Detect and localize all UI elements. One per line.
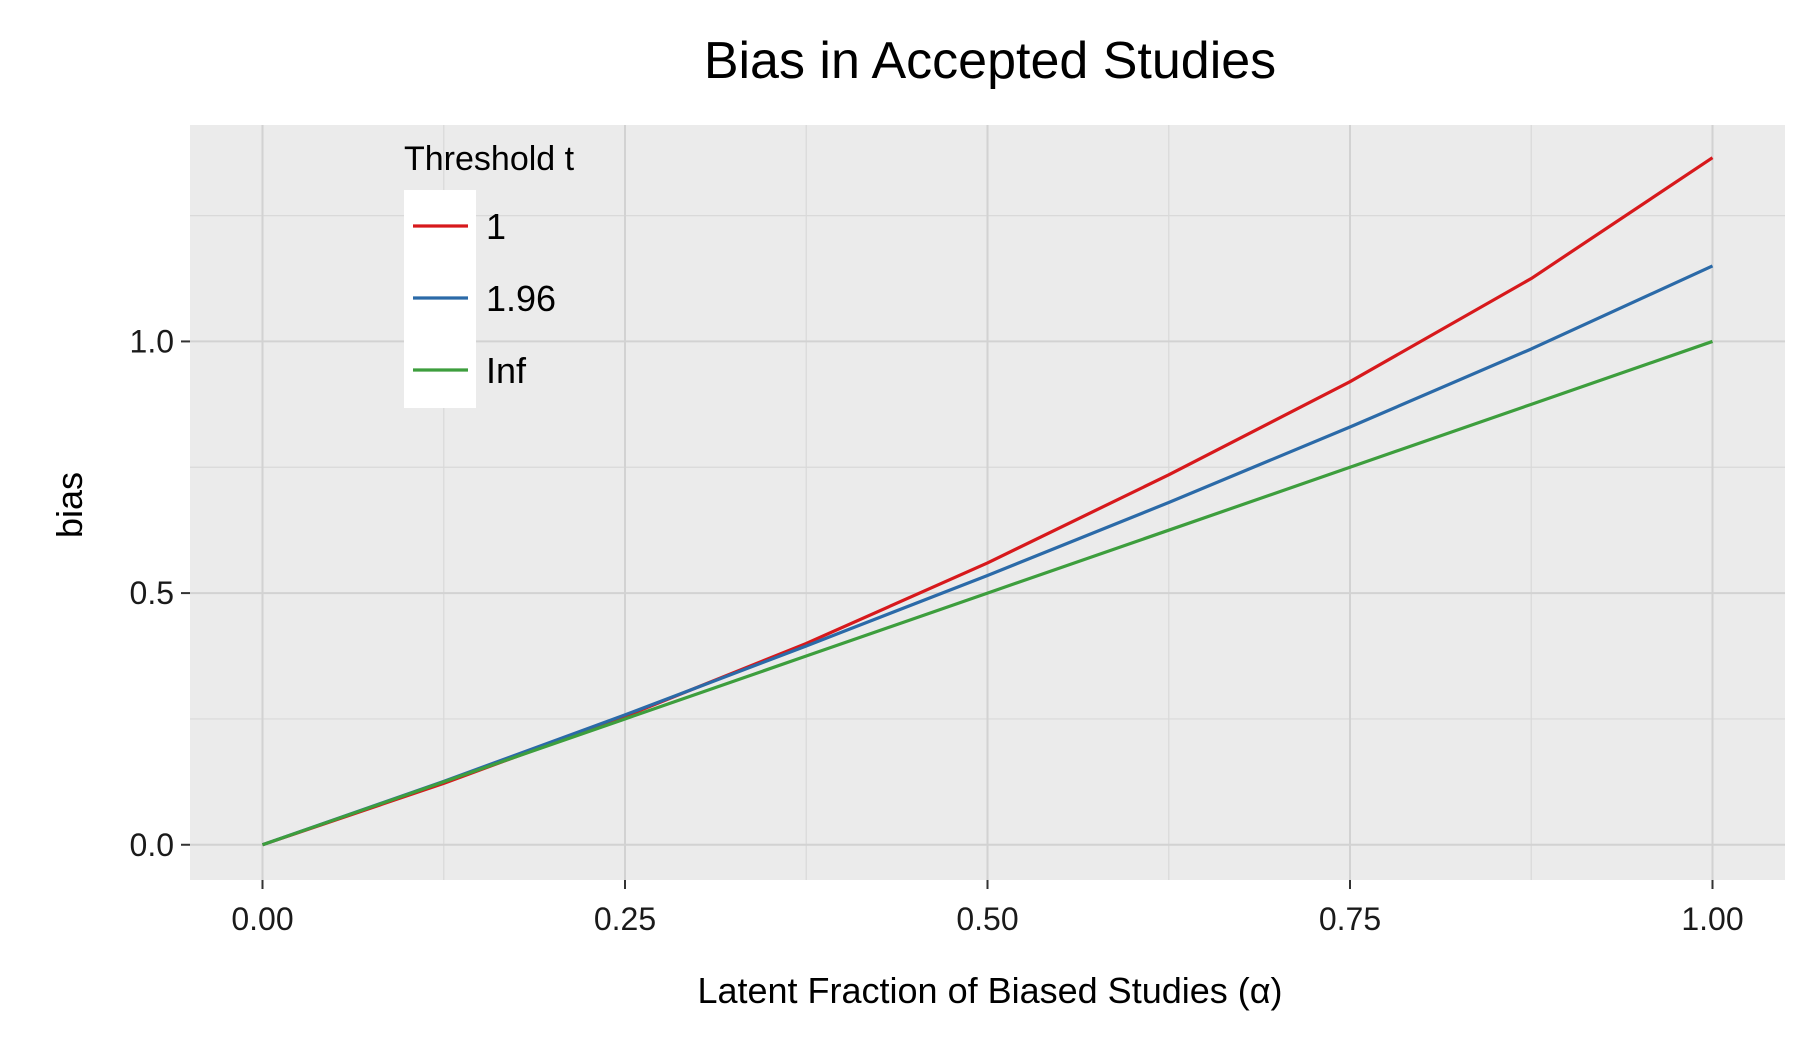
y-tick-label: 1.0 — [130, 323, 174, 359]
y-axis-label: bias — [49, 472, 90, 538]
legend-label-0: 1 — [486, 206, 506, 247]
x-tick-label: 0.25 — [594, 901, 656, 937]
series-line-2 — [261, 339, 1714, 847]
x-tick-label: 0.00 — [231, 901, 293, 937]
legend-label-1: 1.96 — [486, 278, 556, 319]
x-tick-label: 0.75 — [1319, 901, 1381, 937]
x-tick-label: 1.00 — [1681, 901, 1743, 937]
y-tick-label: 0.5 — [130, 575, 174, 611]
legend-label-2: Inf — [486, 350, 527, 391]
legend: Threshold t 1 1.96 Inf — [404, 140, 575, 408]
series-lines — [261, 156, 1714, 847]
x-axis-ticks: 0.00 0.25 0.50 0.75 1.00 — [231, 880, 1744, 937]
y-axis-ticks: 0.0 0.5 1.0 — [130, 323, 190, 863]
legend-items: 1 1.96 Inf — [413, 206, 556, 391]
legend-title: Threshold t — [404, 140, 575, 178]
x-tick-label: 0.50 — [956, 901, 1018, 937]
chart-title: Bias in Accepted Studies — [704, 32, 1276, 90]
x-axis-label: Latent Fraction of Biased Studies (α) — [697, 970, 1282, 1011]
y-tick-label: 0.0 — [130, 827, 174, 863]
